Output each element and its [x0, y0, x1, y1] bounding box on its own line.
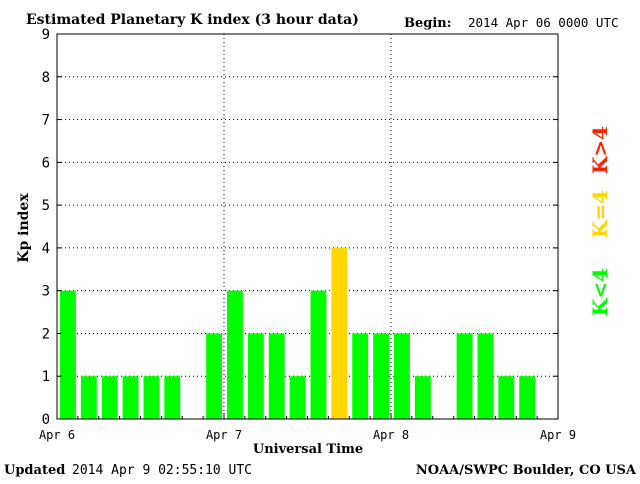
y-tick-label: 1	[42, 369, 50, 385]
legend-high: K>4	[588, 126, 612, 174]
kp-bar	[143, 376, 160, 419]
kp-bar	[227, 290, 243, 419]
axis-ticks	[56, 33, 559, 420]
kp-bar	[456, 333, 473, 419]
kp-bar	[206, 333, 222, 419]
kp-bar	[268, 333, 285, 419]
kp-bar	[477, 333, 494, 419]
kp-bar	[122, 376, 139, 419]
kp-bar	[394, 333, 410, 419]
kp-bar	[247, 333, 264, 419]
kp-bar	[80, 376, 97, 419]
kp-bar	[373, 333, 389, 419]
x-tick-label: Apr 6	[39, 428, 75, 442]
begin-value: 2014 Apr 06 0000 UTC	[468, 15, 619, 30]
kp-bar	[414, 376, 431, 419]
kp-bar	[310, 290, 327, 419]
y-tick-labels: 0 1 2 3 4 5 6 7 8 9	[42, 27, 50, 428]
begin-label: Begin:	[404, 16, 452, 31]
y-tick-label: 5	[42, 198, 50, 214]
legend-equal: K=4	[588, 190, 612, 238]
y-tick-label: 6	[42, 155, 50, 171]
x-tick-label: Apr 7	[206, 428, 242, 442]
kp-bar	[352, 333, 369, 419]
y-tick-label: 3	[42, 284, 50, 300]
x-tick-label: Apr 8	[373, 428, 409, 442]
y-tick-label: 7	[42, 113, 50, 129]
y-axis-title: Kp index	[16, 193, 32, 263]
kp-bar	[519, 376, 536, 419]
kp-bar	[60, 290, 76, 419]
legend-low: K<4	[588, 268, 612, 316]
y-tick-label: 4	[42, 241, 50, 257]
grid-lines	[57, 34, 558, 419]
y-tick-label: 0	[42, 412, 50, 428]
kp-bar	[164, 376, 181, 419]
updated-value: 2014 Apr 9 02:55:10 UTC	[72, 463, 252, 478]
source-credit: NOAA/SWPC Boulder, CO USA	[416, 463, 637, 478]
bars	[60, 247, 536, 419]
chart-title: Estimated Planetary K index (3 hour data…	[26, 12, 359, 28]
y-tick-label: 9	[42, 27, 50, 43]
kp-bar	[289, 376, 306, 419]
x-tick-label: Apr 9	[540, 428, 576, 442]
y-tick-label: 2	[42, 326, 50, 342]
kp-bar	[331, 247, 348, 419]
kp-bar	[101, 376, 118, 419]
y-tick-label: 8	[42, 70, 50, 86]
kp-bar	[498, 376, 515, 419]
x-axis-title: Universal Time	[253, 442, 363, 457]
x-tick-labels: Apr 6 Apr 7 Apr 8 Apr 9	[39, 428, 576, 442]
updated-label: Updated	[4, 463, 65, 478]
